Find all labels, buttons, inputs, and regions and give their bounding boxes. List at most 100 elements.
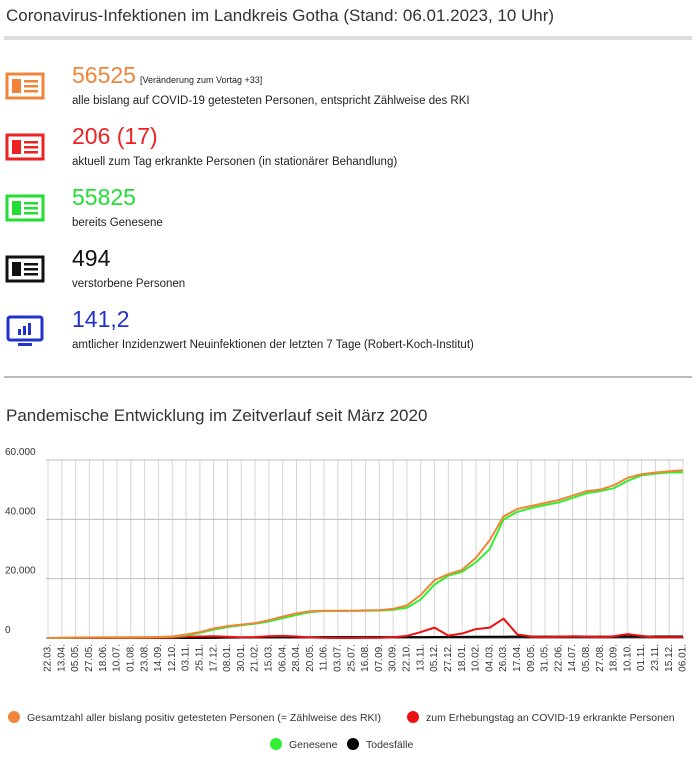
x-tick-label: 20.05. xyxy=(305,644,316,672)
x-tick-label: 23.11. xyxy=(650,644,661,671)
legend-label: Gesamtzahl aller bislang positiv geteste… xyxy=(27,712,381,724)
x-tick-label: 25.11. xyxy=(194,644,205,671)
icon-line xyxy=(24,146,38,149)
x-tick-label: 11.06. xyxy=(319,644,330,671)
stat-note: [Veränderung zum Vortag +33] xyxy=(139,75,263,85)
icon-line xyxy=(24,141,38,144)
x-tick-label: 10.10. xyxy=(622,644,633,672)
stat-value: 56525 [Veränderung zum Vortag +33] xyxy=(72,62,262,89)
x-tick-label: 22.10. xyxy=(402,644,413,672)
x-tick-label: 07.09. xyxy=(374,644,385,672)
x-tick-label: 27.05. xyxy=(84,644,95,672)
x-tick-label: 01.11. xyxy=(636,644,647,671)
x-tick-label: 06.01. xyxy=(678,644,689,672)
x-tick-label: 16.08. xyxy=(360,644,371,672)
stat-value: 55825 xyxy=(72,184,136,211)
section-title: Pandemische Entwicklung im Zeitverlauf s… xyxy=(6,406,428,425)
y-tick-label: 0 xyxy=(5,625,11,636)
stat-icon xyxy=(5,133,45,161)
stat-icon xyxy=(5,72,45,100)
stat-value: 141,2 xyxy=(72,306,130,333)
x-tick-label: 17.04. xyxy=(512,644,523,672)
x-tick-label: 23.08. xyxy=(139,644,150,672)
stat-icon xyxy=(6,315,44,346)
stat-icon xyxy=(5,255,45,283)
icon-bar xyxy=(18,329,21,335)
legend-marker xyxy=(407,711,419,723)
x-tick-label: 31.05. xyxy=(540,644,551,672)
y-tick-label: 40.000 xyxy=(5,506,36,517)
legend-marker xyxy=(270,738,282,750)
x-tick-label: 30.09. xyxy=(388,644,399,672)
stat-description: alle bislang auf COVID-19 getesteten Per… xyxy=(72,95,470,107)
icon-photo xyxy=(12,140,21,154)
x-tick-label: 14.07. xyxy=(567,644,578,672)
x-tick-label: 03.07. xyxy=(333,644,344,672)
x-tick-label: 05.05. xyxy=(70,644,81,672)
icon-bar xyxy=(23,326,26,335)
x-tick-label: 21.02. xyxy=(250,644,261,672)
x-tick-label: 27.12. xyxy=(443,644,454,672)
icon-photo xyxy=(12,262,21,276)
icon-line xyxy=(24,151,38,154)
icon-screen xyxy=(6,315,44,342)
stat-number: 55825 xyxy=(72,184,136,210)
icon-line xyxy=(24,268,38,271)
stat-description: verstorbene Personen xyxy=(72,278,186,290)
icon-photo xyxy=(12,79,21,93)
icon-bar xyxy=(28,323,31,335)
x-tick-label: 30.01. xyxy=(236,644,247,672)
x-tick-label: 04.03. xyxy=(484,644,495,672)
stat-number: 56525 xyxy=(72,62,136,88)
x-tick-label: 17.12. xyxy=(208,644,219,672)
x-tick-label: 15.12. xyxy=(664,644,675,672)
stat-number: 206 (17) xyxy=(72,123,158,149)
icon-frame xyxy=(5,255,45,283)
header-rule xyxy=(4,36,692,40)
x-tick-label: 14.09. xyxy=(153,644,164,672)
x-tick-label: 25.07. xyxy=(346,644,357,672)
icon-stand xyxy=(18,343,32,346)
y-tick-label: 60.000 xyxy=(5,447,36,458)
stat-description: bereits Genesene xyxy=(72,217,163,229)
x-tick-label: 12.10. xyxy=(167,644,178,672)
legend-label: Genesene xyxy=(289,739,338,751)
legend-label: zum Erhebungstag an COVID-19 erkrankte P… xyxy=(426,712,675,724)
x-tick-label: 13.04. xyxy=(56,644,67,672)
x-tick-label: 01.08. xyxy=(125,644,136,672)
section-rule xyxy=(4,376,692,378)
icon-line xyxy=(24,85,38,88)
x-tick-label: 18.06. xyxy=(98,644,109,672)
icon-line xyxy=(24,80,38,83)
icon-line xyxy=(24,202,38,205)
x-tick-label: 08.01. xyxy=(222,644,233,672)
icon-frame xyxy=(5,72,45,100)
x-tick-label: 18.09. xyxy=(609,644,620,672)
stat-description: amtlicher Inzidenzwert Neuinfektionen de… xyxy=(72,339,474,351)
x-tick-label: 10.02. xyxy=(471,644,482,672)
stat-value: 494 xyxy=(72,245,110,272)
series-line xyxy=(47,469,684,639)
legend-marker xyxy=(347,738,359,750)
x-tick-label: 18.01. xyxy=(457,644,468,672)
legend-label: Todesfälle xyxy=(366,739,413,751)
x-tick-label: 13.11. xyxy=(415,644,426,671)
y-tick-label: 20.000 xyxy=(5,566,36,577)
page-title: Coronavirus-Infektionen im Landkreis Got… xyxy=(6,6,555,25)
stat-description: aktuell zum Tag erkrankte Personen (in s… xyxy=(72,156,398,168)
x-tick-label: 09.05. xyxy=(526,644,537,672)
x-tick-label: 10.07. xyxy=(112,644,123,672)
x-tick-label: 26.03. xyxy=(498,644,509,672)
x-tick-label: 15.03. xyxy=(264,644,275,672)
legend-marker xyxy=(8,711,20,723)
icon-line xyxy=(24,207,38,210)
x-tick-label: 22.03. xyxy=(43,644,54,672)
x-tick-label: 03.11. xyxy=(181,644,192,671)
icon-line xyxy=(24,90,38,93)
stat-number: 494 xyxy=(72,245,111,271)
x-tick-label: 27.08. xyxy=(595,644,606,672)
stat-icon xyxy=(5,194,45,222)
icon-photo xyxy=(12,201,21,215)
stat-value: 206 (17) xyxy=(72,123,158,150)
